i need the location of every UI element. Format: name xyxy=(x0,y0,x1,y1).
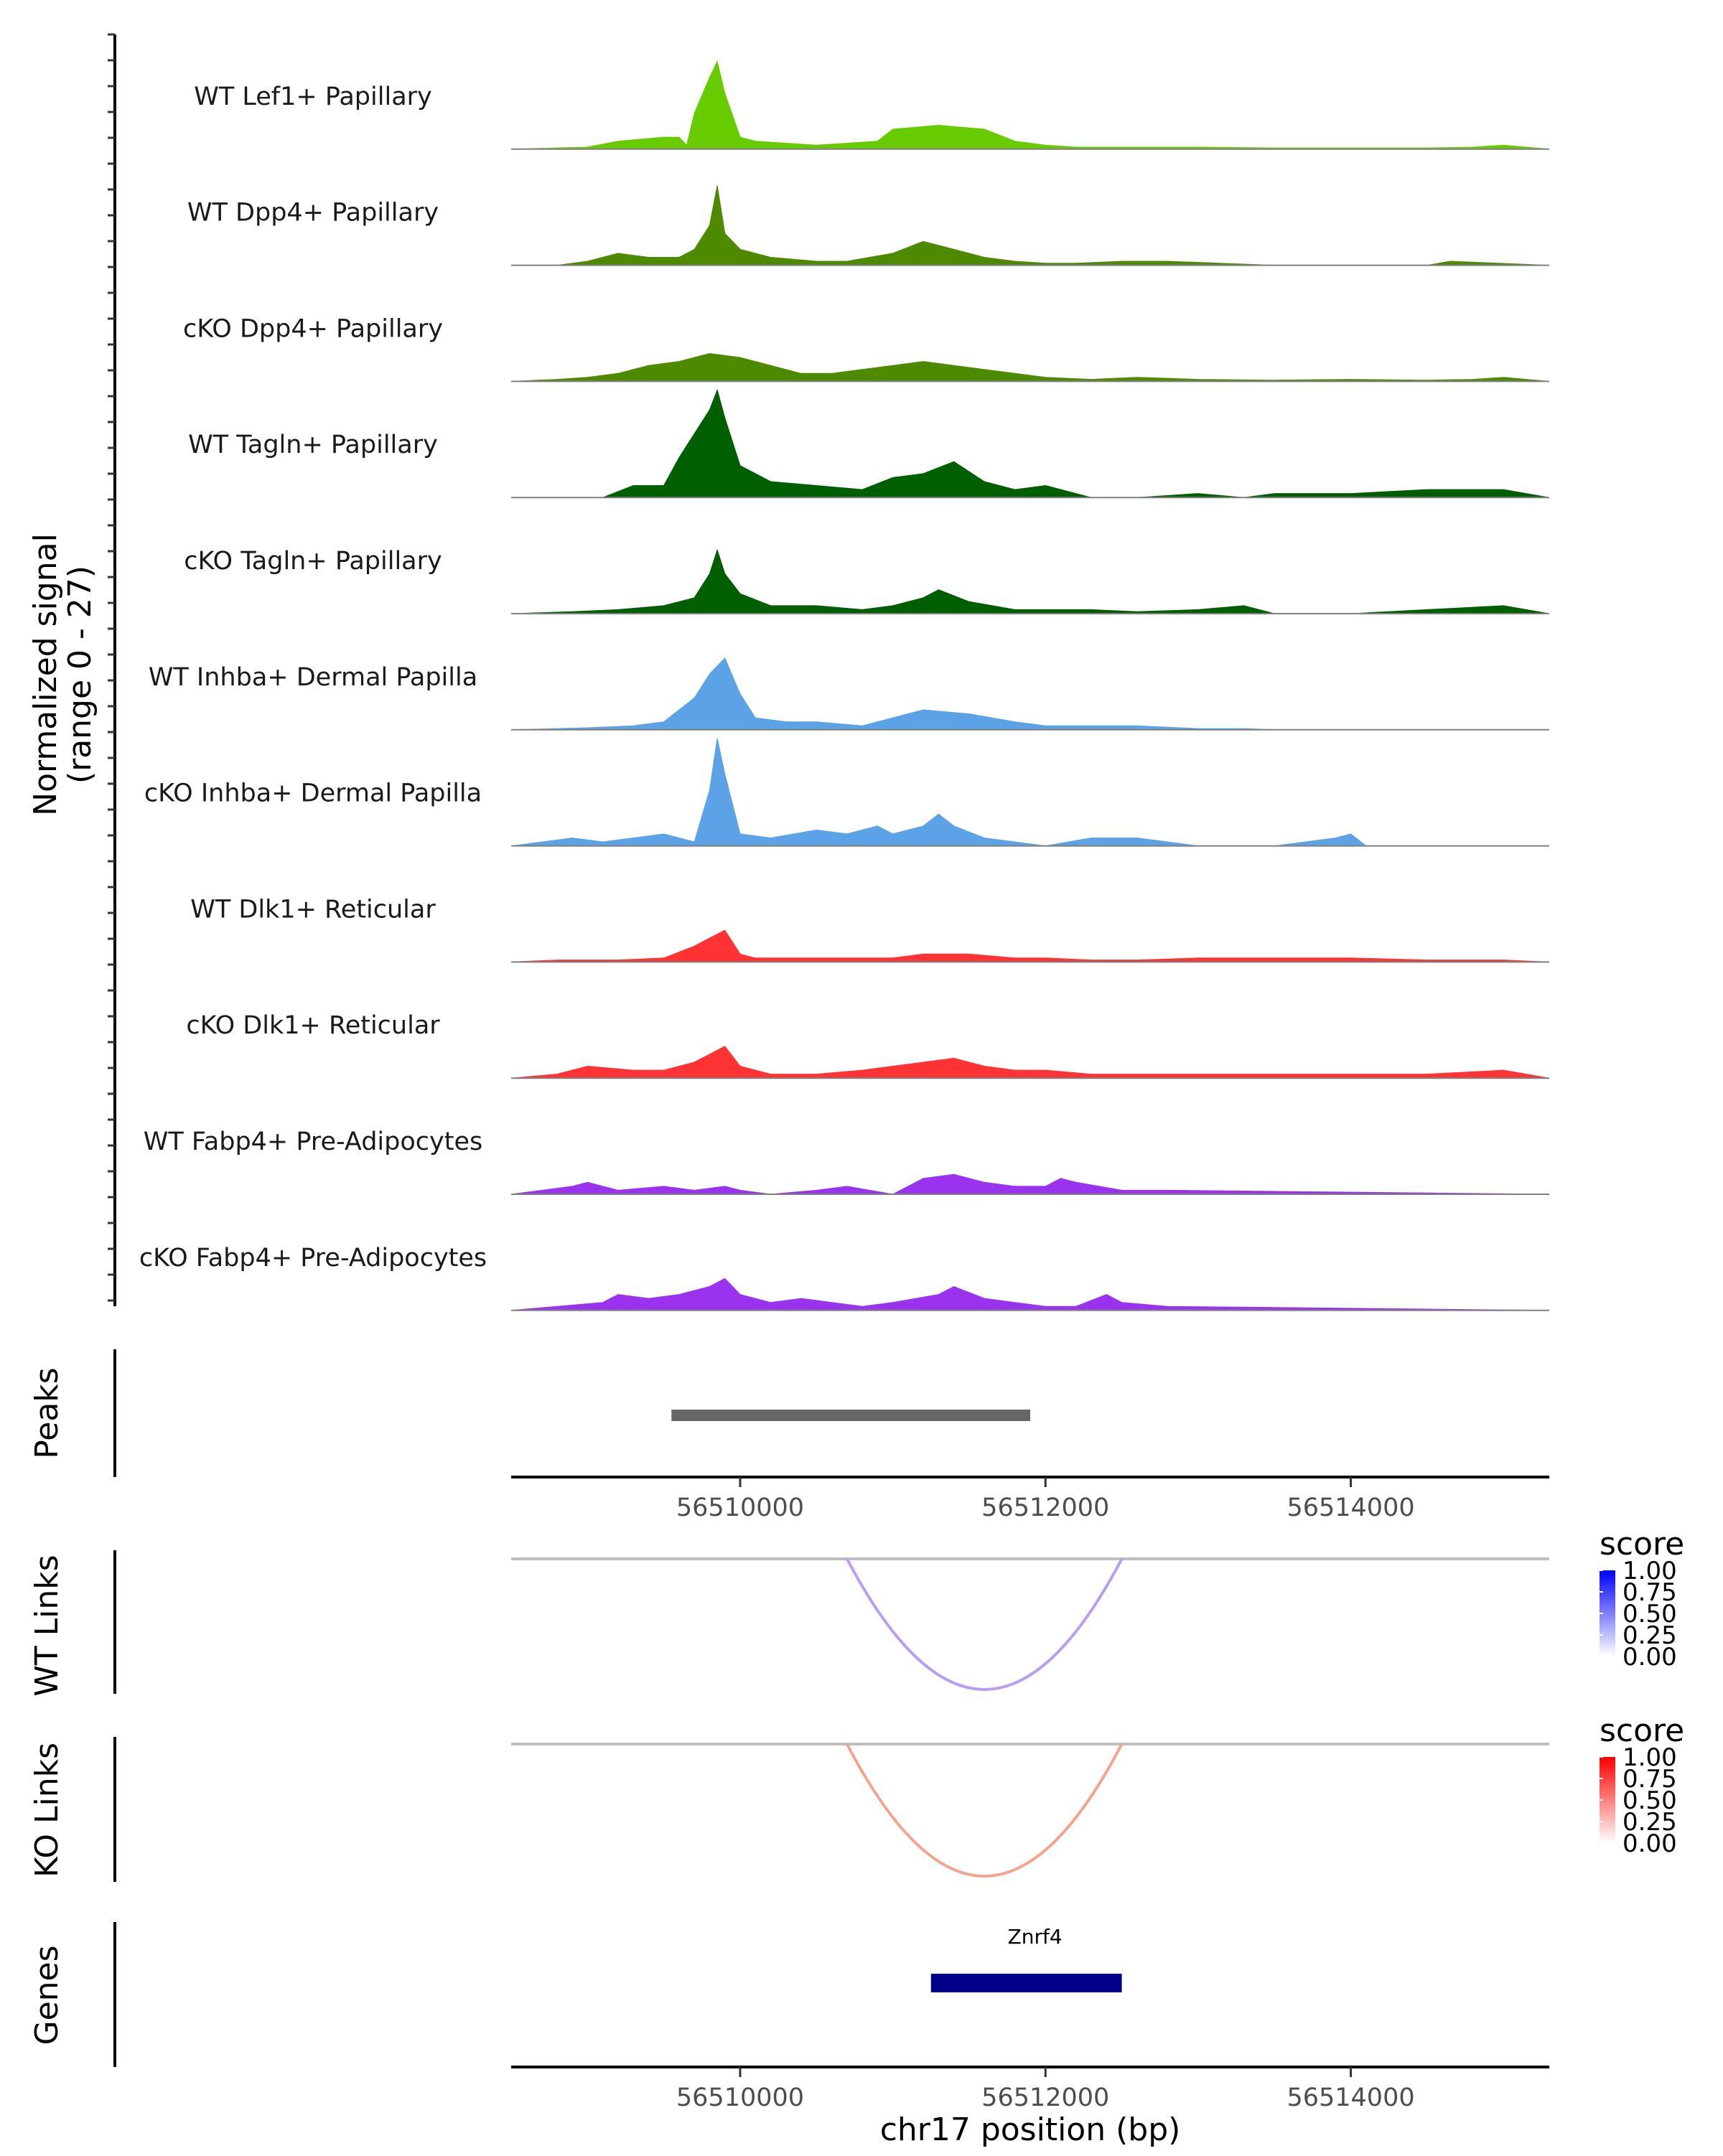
coverage-area xyxy=(510,657,1549,731)
peaks-regions xyxy=(671,1410,1030,1421)
gene-label: Znrf4 xyxy=(1008,1925,1063,1949)
coverage-y-ticks xyxy=(108,33,115,1302)
x-tick-label: 56512000 xyxy=(981,2084,1109,2112)
coverage-track-label: cKO Inhba+ Dermal Papilla xyxy=(144,779,482,808)
coverage-track-label: WT Lef1+ Papillary xyxy=(194,83,432,111)
coverage-area xyxy=(510,1278,1550,1311)
legend-tick-label: 0.75 xyxy=(1622,1765,1677,1794)
genes-label: Genes xyxy=(29,1945,65,2045)
legend-title: score xyxy=(1600,1526,1684,1562)
link-arc xyxy=(846,1558,1124,1691)
coverage-area xyxy=(511,388,1550,498)
legend-colorbar xyxy=(1600,1570,1615,1656)
legend-tick-label: 1.00 xyxy=(1622,1557,1677,1585)
coverage-area xyxy=(510,60,1550,150)
coverage-track: WT Inhba+ Dermal Papilla xyxy=(149,657,1549,731)
gene-body xyxy=(930,1974,1122,1992)
x-tick-label: 56510000 xyxy=(676,2084,804,2112)
x-tick-label: 56510000 xyxy=(676,1494,804,1522)
x-axis-title: chr17 position (bp) xyxy=(880,2112,1181,2148)
coverage-track: WT Tagln+ Papillary xyxy=(188,388,1550,499)
coverage-area xyxy=(510,738,1549,847)
x-tick-label: 56514000 xyxy=(1287,2084,1414,2112)
legend-tick-label: 0.00 xyxy=(1622,1829,1677,1858)
genes-items: Znrf4 xyxy=(930,1925,1122,1992)
coverage-y-label-line2: (range 0 - 27) xyxy=(62,566,98,784)
legend-title: score xyxy=(1600,1712,1684,1749)
peaks-label: Peaks xyxy=(29,1367,65,1458)
coverage-track: cKO Inhba+ Dermal Papilla xyxy=(144,738,1549,847)
coverage-track: cKO Tagln+ Papillary xyxy=(184,547,1550,614)
link-arc xyxy=(846,1743,1124,1878)
coverage-track-label: WT Inhba+ Dermal Papilla xyxy=(149,663,477,692)
coverage-track: cKO Fabp4+ Pre-Adipocytes xyxy=(139,1244,1550,1311)
coverage-track-label: cKO Dlk1+ Reticular xyxy=(186,1011,440,1040)
coverage-track: cKO Dlk1+ Reticular xyxy=(186,1011,1550,1079)
legend-tick-label: 0.00 xyxy=(1622,1643,1677,1672)
coverage-area xyxy=(510,352,1550,382)
coverage-track-label: WT Dlk1+ Reticular xyxy=(190,895,436,924)
peak-region xyxy=(671,1410,1030,1421)
coverage-tracks: WT Lef1+ Papillary WT Dpp4+ Papillary cKO … xyxy=(139,60,1550,1311)
link-panel-label: KO Links xyxy=(29,1743,65,1878)
coverage-track: cKO Dpp4+ Papillary xyxy=(183,314,1550,383)
peaks-x-ticks: 56510000 56512000 56514000 xyxy=(676,1477,1415,1522)
legend-tick-label: 1.00 xyxy=(1622,1743,1677,1772)
legend-tick-label: 0.25 xyxy=(1622,1808,1677,1837)
coverage-track-label: cKO Tagln+ Papillary xyxy=(184,547,442,576)
coverage-track: WT Fabp4+ Pre-Adipocytes xyxy=(144,1128,1550,1195)
legend-colorbar xyxy=(1600,1757,1615,1843)
legend-tick-label: 0.50 xyxy=(1622,1786,1677,1815)
link-panel-label: WT Links xyxy=(29,1555,65,1696)
coverage-track-label: WT Dpp4+ Papillary xyxy=(187,199,439,228)
genes-x-ticks: 56510000 56512000 56514000 xyxy=(676,2067,1415,2112)
coverage-track: WT Dlk1+ Reticular xyxy=(190,895,1550,963)
coverage-track: WT Lef1+ Papillary xyxy=(194,60,1550,150)
legend-tick-label: 0.50 xyxy=(1622,1600,1677,1628)
x-tick-label: 56512000 xyxy=(981,1494,1109,1522)
coverage-track: WT Dpp4+ Papillary xyxy=(187,185,1550,266)
coverage-y-label-line1: Normalized signal xyxy=(27,533,64,816)
legend-tick-label: 0.75 xyxy=(1622,1578,1677,1607)
coverage-area xyxy=(510,929,1550,962)
x-tick-label: 56514000 xyxy=(1287,1494,1414,1522)
coverage-area xyxy=(510,1046,1550,1079)
coverage-track-label: WT Fabp4+ Pre-Adipocytes xyxy=(144,1128,482,1156)
legend-tick-label: 0.25 xyxy=(1622,1621,1677,1650)
coverage-track-label: cKO Dpp4+ Papillary xyxy=(183,314,443,343)
coverage-track-label: cKO Fabp4+ Pre-Adipocytes xyxy=(139,1244,487,1272)
coverage-track-label: WT Tagln+ Papillary xyxy=(188,431,438,459)
